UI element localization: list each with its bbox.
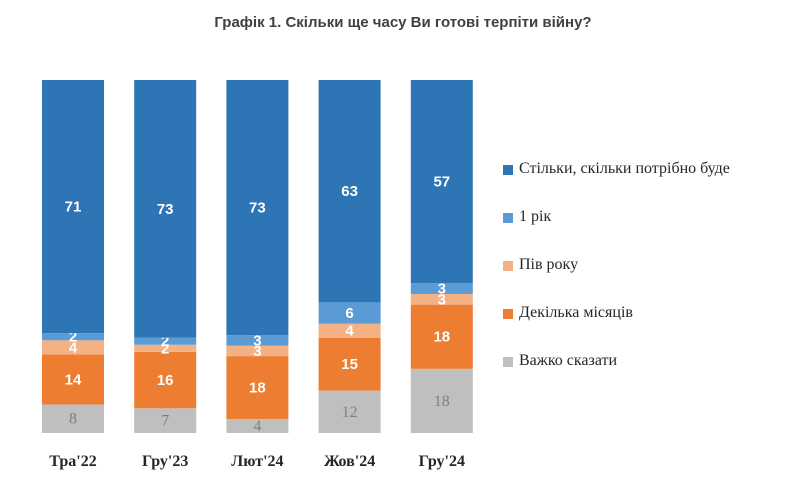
legend-label: Стільки, скільки потрібно буде <box>519 160 730 177</box>
data-label-s0-c2: 4 <box>253 418 261 435</box>
bar-segment-s0-c4 <box>410 368 473 433</box>
data-label-s4-c4: 57 <box>433 174 450 191</box>
bar-segment-s1-c0 <box>42 354 104 405</box>
x-tick-label: Жов'24 <box>324 453 375 470</box>
chart-legend: Стільки, скільки потрібно буде 1 рік Пів р… <box>503 160 730 400</box>
legend-item: Важко сказати <box>503 352 730 400</box>
bar-segment-s2-c4 <box>410 293 473 305</box>
bar-segment-s2-c2 <box>226 345 289 357</box>
legend-swatch <box>503 165 513 175</box>
data-label-s2-c0: 4 <box>69 339 78 356</box>
bar-segment-s2-c1 <box>134 344 197 352</box>
legend-item: Декілька місяців <box>503 304 730 352</box>
data-label-s4-c0: 71 <box>65 199 82 216</box>
bar-segment-s4-c0 <box>42 80 104 334</box>
bar-segment-s4-c1 <box>134 80 197 338</box>
bar-segment-s0-c0 <box>42 404 104 433</box>
legend-item: Стільки, скільки потрібно буде <box>503 160 730 208</box>
legend-swatch <box>503 261 513 271</box>
data-label-s2-c3: 4 <box>345 323 354 340</box>
data-label-s4-c2: 73 <box>249 200 266 217</box>
data-label-s4-c1: 73 <box>157 201 174 218</box>
x-tick-label: Тра'22 <box>49 453 96 470</box>
chart-title: Графік 1. Скільки ще часу Ви готові терп… <box>214 14 592 31</box>
legend-item: Пів року <box>503 256 730 304</box>
legend-swatch <box>503 213 513 223</box>
bar-segment-s4-c4 <box>410 80 473 284</box>
bar-segment-s3-c4 <box>410 283 473 294</box>
bar-segment-s1-c1 <box>134 351 197 409</box>
bar-segment-s3-c3 <box>318 302 381 324</box>
data-label-s0-c3: 12 <box>342 404 358 421</box>
legend-item: 1 рік <box>503 208 730 256</box>
bar-segment-s2-c3 <box>318 323 381 338</box>
legend-swatch <box>503 309 513 319</box>
data-label-s3-c3: 6 <box>345 305 353 322</box>
data-label-s0-c0: 8 <box>69 411 77 428</box>
data-label-s1-c2: 18 <box>249 380 266 397</box>
bar-segment-s0-c3 <box>318 390 381 433</box>
bar-segment-s1-c2 <box>226 356 289 420</box>
data-label-s0-c1: 7 <box>161 413 169 430</box>
bar-segment-s4-c2 <box>226 80 289 336</box>
x-tick-label: Гру'23 <box>142 453 188 470</box>
legend-label: 1 рік <box>519 208 552 225</box>
data-label-s3-c1: 2 <box>161 333 169 350</box>
data-label-s4-c3: 63 <box>341 183 358 200</box>
legend-label: Пів року <box>519 256 579 273</box>
data-label-s1-c1: 16 <box>157 372 174 389</box>
data-label-s1-c4: 18 <box>433 329 450 346</box>
data-label-s1-c0: 14 <box>65 372 82 389</box>
bar-segment-s3-c2 <box>226 335 289 346</box>
legend-label: Декілька місяців <box>519 304 633 321</box>
legend-label: Важко сказати <box>519 352 618 369</box>
legend-swatch <box>503 357 513 367</box>
x-tick-label: Лют'24 <box>231 453 283 470</box>
bar-segment-s0-c2 <box>226 419 289 433</box>
data-label-s3-c0: 2 <box>69 329 77 346</box>
data-label-s3-c4: 3 <box>438 281 446 298</box>
x-tick-label: Гру'24 <box>419 453 465 470</box>
data-label-s0-c4: 18 <box>434 393 450 410</box>
bar-segment-s3-c1 <box>134 337 197 345</box>
data-label-s2-c1: 2 <box>161 340 169 357</box>
bar-segment-s2-c0 <box>42 340 104 355</box>
data-label-s2-c2: 3 <box>253 343 261 360</box>
bar-segment-s3-c0 <box>42 333 104 341</box>
data-label-s2-c4: 3 <box>438 291 446 308</box>
data-label-s1-c3: 15 <box>341 356 358 373</box>
data-label-s3-c2: 3 <box>253 332 261 349</box>
bar-segment-s1-c3 <box>318 337 381 391</box>
bar-segment-s1-c4 <box>410 304 473 369</box>
bar-segment-s0-c1 <box>134 408 197 433</box>
bar-segment-s4-c3 <box>318 80 381 303</box>
